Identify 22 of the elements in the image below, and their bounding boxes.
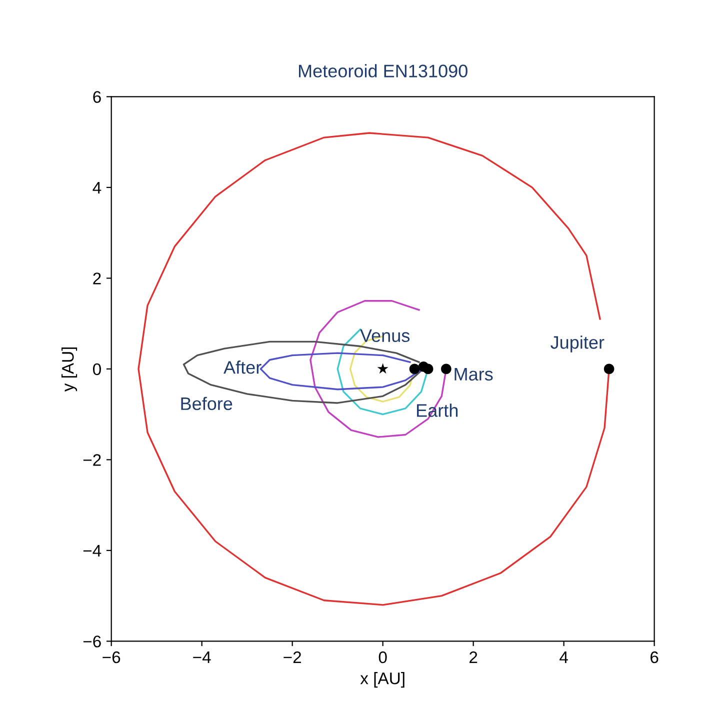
y-tick-label: −2: [83, 454, 101, 466]
x-tick-label: 6: [650, 651, 658, 664]
y-tick-label: 6: [93, 91, 101, 103]
y-axis-title: y [AU]: [62, 347, 78, 392]
x-tick-label: 4: [560, 652, 568, 664]
y-tick-label: −4: [83, 545, 102, 556]
series-label: Before: [181, 396, 232, 410]
y-tick-label: 2: [93, 272, 101, 284]
y-tick-label: 4: [92, 182, 102, 194]
x-tick-label: −6: [102, 651, 120, 664]
x-tick-label: 2: [470, 651, 478, 664]
series-label: Venus: [360, 329, 410, 342]
series-label: Jupiter: [550, 336, 604, 352]
series-label: After: [224, 360, 262, 374]
x-tick-label: −4: [193, 652, 211, 664]
y-tick-label: 0: [93, 363, 101, 376]
x-tick-label: −2: [284, 651, 301, 664]
y-tick-label: −6: [83, 636, 101, 648]
x-axis-title: x [AU]: [360, 672, 404, 688]
x-tick-label: 0: [378, 651, 387, 664]
chart-title: Meteoroid EN131090: [298, 64, 468, 78]
series-label: Mars: [454, 368, 493, 381]
